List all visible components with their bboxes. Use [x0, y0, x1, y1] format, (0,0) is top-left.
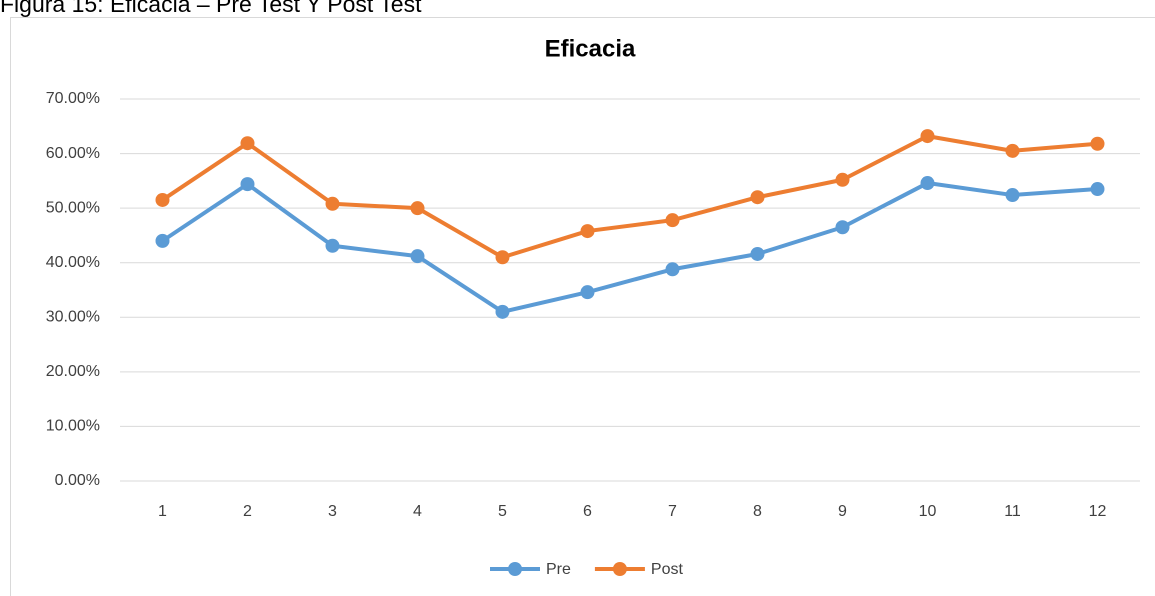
y-tick-label: 0.00%	[55, 472, 100, 489]
data-point	[1090, 182, 1105, 197]
chart-title: Eficacia	[545, 35, 636, 62]
chart-frame	[10, 17, 1155, 596]
data-point	[410, 201, 425, 216]
x-tick-label: 3	[328, 503, 337, 520]
y-tick-label: 50.00%	[46, 199, 100, 216]
data-point	[1090, 136, 1105, 151]
data-point	[920, 176, 935, 191]
data-point	[495, 304, 510, 319]
data-point	[240, 177, 255, 192]
y-tick-label: 10.00%	[46, 418, 100, 435]
series-line	[161, 181, 1098, 314]
x-tick-label: 2	[243, 503, 252, 520]
data-point	[665, 213, 680, 228]
data-point	[1005, 143, 1020, 158]
data-point	[495, 250, 510, 265]
y-tick-label: 30.00%	[46, 309, 100, 326]
legend-marker	[508, 562, 522, 576]
x-tick-label: 6	[583, 503, 592, 520]
x-tick-label: 10	[919, 503, 937, 520]
data-point	[410, 249, 425, 264]
data-point	[1005, 188, 1020, 203]
x-tick-label: 5	[498, 503, 507, 520]
data-point	[750, 190, 765, 205]
y-tick-label: 20.00%	[46, 363, 100, 380]
legend-marker	[612, 562, 627, 576]
data-point	[750, 246, 765, 261]
x-tick-label: 8	[753, 503, 762, 520]
x-tick-label: 1	[158, 503, 167, 520]
data-point	[325, 196, 340, 211]
data-point	[155, 233, 170, 248]
x-tick-label: 12	[1089, 503, 1107, 520]
legend-label: Post	[651, 561, 684, 578]
data-point	[325, 238, 340, 253]
data-point	[580, 285, 595, 300]
data-point	[580, 224, 595, 239]
y-tick-label: 70.00%	[46, 90, 100, 107]
y-tick-label: 40.00%	[46, 254, 100, 271]
data-point	[155, 192, 170, 207]
data-point	[665, 262, 680, 277]
x-tick-label: 4	[413, 503, 422, 520]
x-tick-label: 7	[668, 503, 677, 520]
data-point	[920, 129, 935, 144]
x-tick-label: 11	[1004, 503, 1021, 520]
series-line	[161, 134, 1098, 260]
caption: Figura 15: Eficacia – Pre Test Y Post Te…	[0, 0, 422, 17]
legend-label: Pre	[546, 561, 571, 578]
data-point	[835, 172, 850, 187]
data-point	[240, 136, 255, 151]
data-point	[835, 220, 850, 235]
y-tick-label: 60.00%	[46, 145, 100, 162]
x-tick-label: 9	[838, 503, 847, 520]
